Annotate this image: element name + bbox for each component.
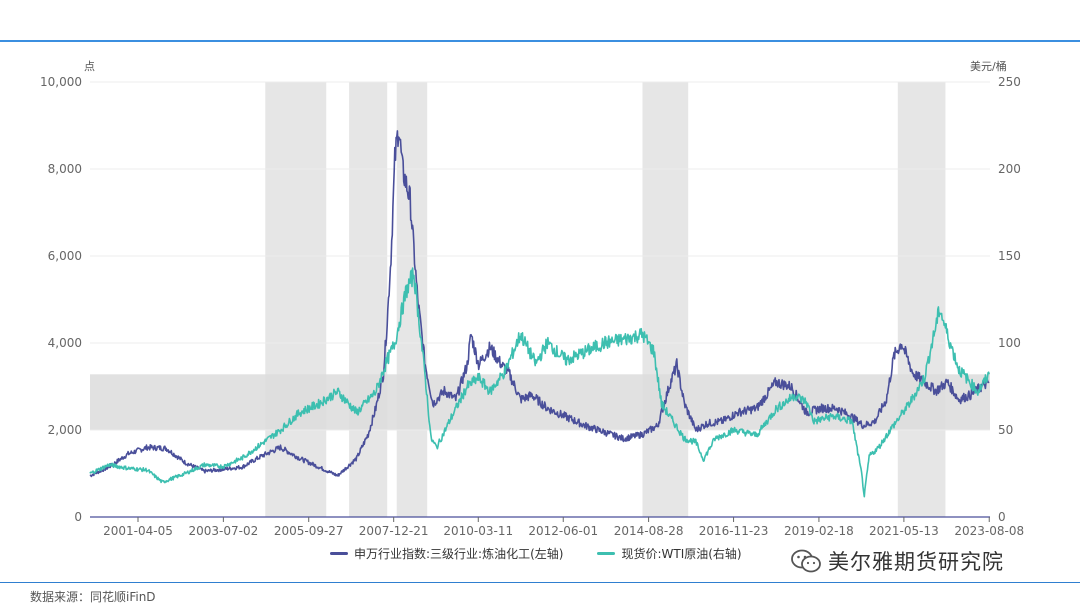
x-tick-label: 2003-07-02 <box>188 524 258 538</box>
x-tick-label: 2016-11-23 <box>699 524 769 538</box>
left-tick-label: 8,000 <box>48 162 82 176</box>
grid-layer <box>90 81 990 431</box>
legend-swatch-wti <box>597 552 616 555</box>
x-tick-label: 2021-05-13 <box>869 524 939 538</box>
left-tick-label: 6,000 <box>48 249 82 263</box>
x-tick-label: 2012-06-01 <box>528 524 598 538</box>
series-line-wti <box>89 267 990 498</box>
axes-layer: 0 2,000 4,000 6,000 8,000 10,000 0 50 100 150 200 2… <box>40 75 1024 538</box>
footer-divider <box>0 582 1080 583</box>
legend-item-wti[interactable]: 现货价:WTI原油(右轴) <box>597 545 742 562</box>
right-tick-label: 150 <box>998 249 1021 263</box>
watermark-text: 美尔雅期货研究院 <box>828 550 1004 574</box>
left-tick-label: 2,000 <box>48 423 82 437</box>
watermark: 美尔雅期货研究院 <box>790 546 1004 576</box>
data-source: 数据来源：同花顺iFinD <box>30 590 156 604</box>
x-tick-label: 2023-08-08 <box>954 524 1024 538</box>
left-tick-label: 4,000 <box>48 336 82 350</box>
x-tick-label: 2001-04-05 <box>103 524 173 538</box>
shaded-period-3 <box>642 82 689 517</box>
wechat-icon <box>791 549 821 573</box>
shaded-period-4 <box>897 82 946 517</box>
left-tick-label: 10,000 <box>40 75 82 89</box>
series-layer <box>89 130 990 498</box>
x-tick-label: 2010-03-11 <box>443 524 513 538</box>
legend-swatch-refining-index <box>330 552 348 555</box>
right-axis-unit: 美元/桶 <box>970 59 1007 73</box>
x-tick-label: 2019-02-18 <box>784 524 854 538</box>
x-tick-label: 2014-08-28 <box>614 524 684 538</box>
left-tick-label: 0 <box>74 510 82 524</box>
x-tick-label: 2005-09-27 <box>274 524 344 538</box>
x-tick-label: 2007-12-21 <box>359 524 429 538</box>
shaded-period-0 <box>265 82 327 517</box>
legend-label-wti: 现货价:WTI原油(右轴) <box>621 547 742 561</box>
series-line-refining-index <box>89 130 990 478</box>
shading-layer <box>90 82 990 517</box>
legend-label-refining-index: 申万行业指数:三级行业:炼油化工(左轴) <box>354 547 564 561</box>
legend-item-refining-index[interactable]: 申万行业指数:三级行业:炼油化工(左轴) <box>330 545 563 562</box>
right-tick-label: 100 <box>998 336 1021 350</box>
shaded-period-1 <box>349 82 388 517</box>
header-divider <box>0 40 1080 42</box>
right-tick-label: 50 <box>998 423 1013 437</box>
right-tick-label: 0 <box>998 510 1006 524</box>
chart-legend: 申万行业指数:三级行业:炼油化工(左轴) 现货价:WTI原油(右轴) <box>330 545 742 562</box>
right-tick-label: 200 <box>998 162 1021 176</box>
left-axis-unit: 点 <box>84 60 95 73</box>
right-tick-label: 250 <box>998 75 1021 89</box>
